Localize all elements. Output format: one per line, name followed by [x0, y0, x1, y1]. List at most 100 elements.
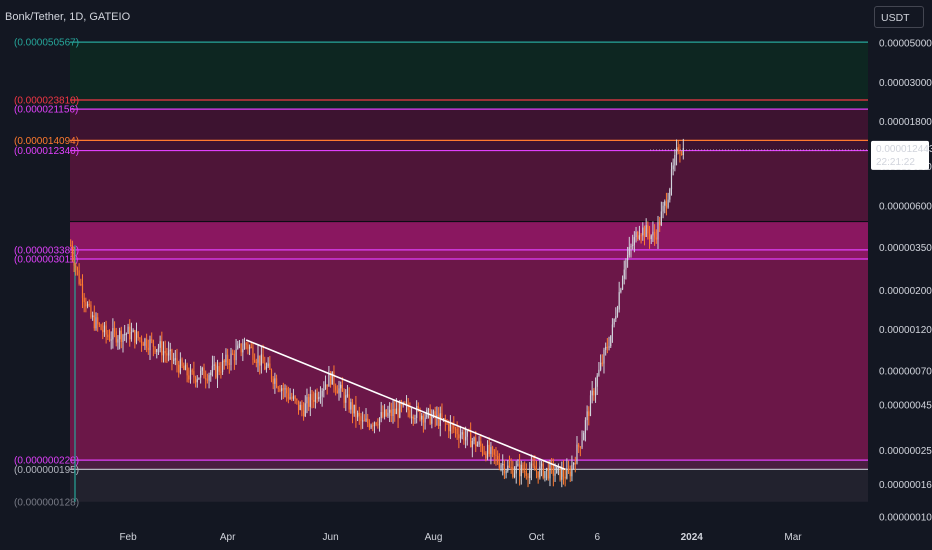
- candle-body-121[interactable]: [274, 378, 276, 384]
- candle-body-194[interactable]: [397, 408, 399, 418]
- candle-body-142[interactable]: [309, 394, 311, 407]
- candle-body-303[interactable]: [581, 440, 583, 448]
- candle-body-94[interactable]: [228, 363, 230, 365]
- candle-body-218[interactable]: [438, 414, 440, 427]
- candle-body-328[interactable]: [623, 269, 625, 279]
- candle-body-17[interactable]: [98, 323, 100, 325]
- candle-body-351[interactable]: [662, 205, 664, 212]
- candle-body-356[interactable]: [670, 169, 673, 190]
- candle-body-345[interactable]: [652, 231, 654, 236]
- candle-body-282[interactable]: [546, 468, 548, 471]
- candle-body-36[interactable]: [130, 331, 133, 340]
- candle-body-317[interactable]: [605, 346, 607, 350]
- candle-body-261[interactable]: [510, 467, 512, 469]
- candle-body-7[interactable]: [81, 284, 84, 298]
- candle-body-149[interactable]: [321, 390, 323, 397]
- candle-body-265[interactable]: [517, 463, 519, 466]
- candle-body-76[interactable]: [198, 377, 200, 380]
- candle-body-246[interactable]: [485, 453, 487, 459]
- candle-body-357[interactable]: [672, 165, 674, 170]
- trendline[interactable]: [245, 339, 566, 471]
- candle-body-208[interactable]: [421, 415, 423, 420]
- candle-body-184[interactable]: [380, 412, 382, 418]
- candle-body-270[interactable]: [525, 471, 527, 476]
- candle-body-45[interactable]: [146, 338, 148, 348]
- candle-body-180[interactable]: [373, 422, 376, 426]
- candle-body-117[interactable]: [267, 363, 269, 367]
- candle-body-234[interactable]: [465, 436, 467, 441]
- candle-body-79[interactable]: [203, 367, 205, 379]
- candle-body-107[interactable]: [250, 346, 252, 348]
- candle-body-70[interactable]: [188, 375, 190, 380]
- candle-body-35[interactable]: [129, 326, 131, 340]
- candle-body-10[interactable]: [86, 304, 89, 307]
- candle-body-110[interactable]: [255, 361, 257, 363]
- candle-body-288[interactable]: [556, 467, 558, 474]
- candle-body-147[interactable]: [318, 397, 320, 400]
- candle-body-297[interactable]: [571, 464, 573, 477]
- candle-body-167[interactable]: [351, 402, 354, 414]
- candle-body-257[interactable]: [503, 463, 506, 474]
- candle-body-169[interactable]: [355, 404, 357, 418]
- candle-body-322[interactable]: [613, 319, 615, 325]
- candle-body-199[interactable]: [405, 403, 408, 405]
- candle-body-171[interactable]: [358, 412, 360, 417]
- candle-body-87[interactable]: [216, 366, 219, 378]
- candle-body-258[interactable]: [505, 470, 507, 474]
- candle-body-133[interactable]: [294, 396, 296, 399]
- candle-body-338[interactable]: [640, 235, 642, 237]
- candle-body-203[interactable]: [412, 416, 414, 420]
- candle-body-320[interactable]: [610, 335, 612, 347]
- candle-body-355[interactable]: [669, 189, 671, 200]
- candle-body-90[interactable]: [221, 360, 224, 373]
- candle-body-39[interactable]: [135, 331, 138, 343]
- candle-body-101[interactable]: [240, 343, 242, 353]
- symbol-title[interactable]: Bonk/Tether, 1D, GATEIO: [5, 11, 131, 23]
- candle-body-37[interactable]: [132, 330, 134, 332]
- candle-body-213[interactable]: [429, 408, 431, 424]
- candle-body-130[interactable]: [289, 397, 291, 399]
- candle-body-72[interactable]: [191, 370, 193, 372]
- candle-body-302[interactable]: [579, 446, 581, 448]
- candle-body-108[interactable]: [252, 347, 254, 360]
- candle-body-350[interactable]: [660, 211, 662, 226]
- candle-body-174[interactable]: [363, 420, 365, 422]
- candle-body-146[interactable]: [316, 393, 318, 400]
- candle-body-144[interactable]: [313, 399, 315, 402]
- candle-body-311[interactable]: [594, 386, 597, 396]
- candle-body-269[interactable]: [524, 470, 526, 472]
- candle-body-60[interactable]: [171, 349, 173, 360]
- candle-body-183[interactable]: [378, 417, 381, 426]
- candle-body-247[interactable]: [486, 444, 489, 459]
- candle-body-298[interactable]: [573, 462, 575, 465]
- candle-body-109[interactable]: [254, 359, 256, 362]
- candle-body-280[interactable]: [542, 463, 544, 478]
- candle-body-135[interactable]: [297, 400, 300, 410]
- candle-body-75[interactable]: [196, 379, 198, 383]
- candle-body-85[interactable]: [213, 364, 215, 366]
- candle-body-16[interactable]: [97, 317, 99, 324]
- candle-body-156[interactable]: [333, 371, 335, 387]
- candle-body-307[interactable]: [588, 411, 590, 416]
- candle-body-98[interactable]: [235, 348, 237, 361]
- candle-body-358[interactable]: [674, 155, 676, 166]
- candle-body-309[interactable]: [591, 390, 593, 396]
- candle-body-158[interactable]: [336, 390, 338, 394]
- candle-body-260[interactable]: [508, 465, 511, 468]
- candle-body-83[interactable]: [210, 372, 212, 376]
- candle-body-28[interactable]: [117, 339, 119, 343]
- candle-body-342[interactable]: [647, 225, 649, 234]
- candle-body-127[interactable]: [284, 388, 286, 390]
- candle-body-26[interactable]: [113, 328, 116, 332]
- candle-body-186[interactable]: [383, 409, 386, 417]
- candle-body-4[interactable]: [76, 267, 79, 271]
- candle-body-12[interactable]: [90, 304, 92, 318]
- candle-body-50[interactable]: [154, 346, 156, 353]
- candle-body-201[interactable]: [409, 410, 411, 417]
- candle-body-196[interactable]: [400, 402, 403, 406]
- candle-body-131[interactable]: [291, 397, 293, 399]
- candle-body-179[interactable]: [372, 425, 374, 427]
- candle-body-2[interactable]: [73, 256, 75, 266]
- candle-body-151[interactable]: [324, 384, 327, 389]
- candle-body-295[interactable]: [567, 468, 570, 472]
